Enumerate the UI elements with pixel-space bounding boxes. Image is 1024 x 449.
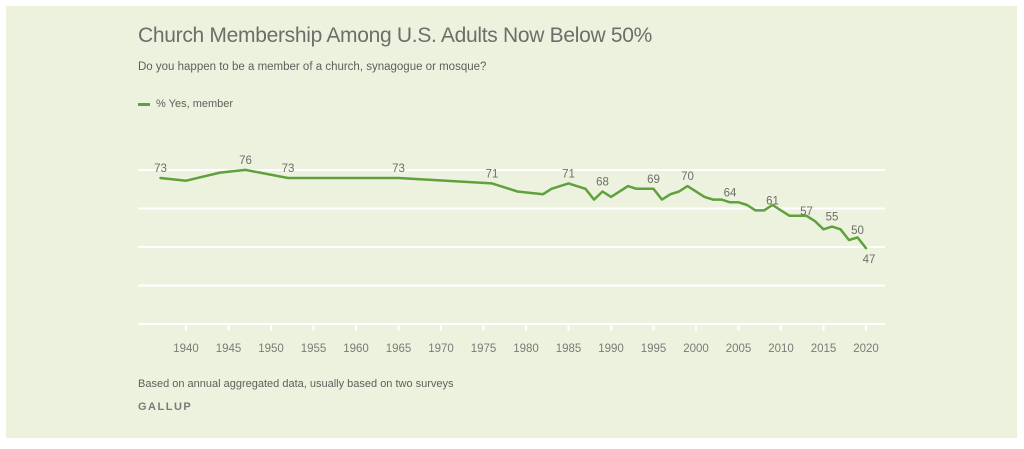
chart-subtitle: Do you happen to be a member of a church… [138,61,487,73]
series-line [159,168,868,250]
gridlines [138,169,885,325]
x-tick-label: 1965 [386,343,412,355]
chart-panel [6,6,1017,438]
data-label: 57 [800,206,813,218]
data-label: 64 [724,187,737,199]
data-label: 71 [562,168,575,180]
chart-title: Church Membership Among U.S. Adults Now … [138,24,653,47]
x-tick-label: 1985 [556,343,582,355]
series-lines [159,168,868,250]
x-tick-label: 2020 [853,343,879,355]
data-label: 76 [239,155,252,167]
data-label: 47 [863,254,876,266]
legend: % Yes, member [138,98,233,110]
source-brand: GALLUP [138,401,193,413]
data-label: 73 [282,163,295,175]
x-tick-label: 1945 [216,343,242,355]
data-label: 50 [851,225,864,237]
data-label: 61 [766,195,779,207]
data-label: 73 [154,163,167,175]
x-tick-label: 1980 [513,343,539,355]
x-tick-label: 1940 [173,343,199,355]
x-tick-label: 2010 [768,343,794,355]
data-labels: 73 76 73 73 71 71 68 69 70 64 61 57 55 50 47 [154,155,875,266]
x-tick-label: 1960 [343,343,369,355]
x-axis: 1940 1945 1950 1955 1960 1965 1970 1975 1980 1985… [173,324,879,355]
x-tick-label: 1995 [641,343,667,355]
data-label: 70 [681,171,694,183]
x-tick-label: 1990 [598,343,624,355]
x-tick-label: 1975 [471,343,497,355]
x-tick-label: 1950 [258,343,284,355]
legend-swatch [138,102,150,106]
data-label: 69 [647,174,660,186]
x-tick-label: 2005 [726,343,752,355]
data-label: 73 [392,163,405,175]
data-label: 55 [826,212,839,224]
legend-label: % Yes, member [156,98,234,110]
x-tick-label: 2000 [683,343,709,355]
x-tick-label: 1955 [301,343,327,355]
x-tick-label: 2015 [811,343,837,355]
footnote: Based on annual aggregated data, usually… [138,378,454,390]
data-label: 71 [486,168,499,180]
x-tick-label: 1970 [428,343,454,355]
data-label: 68 [596,177,609,189]
